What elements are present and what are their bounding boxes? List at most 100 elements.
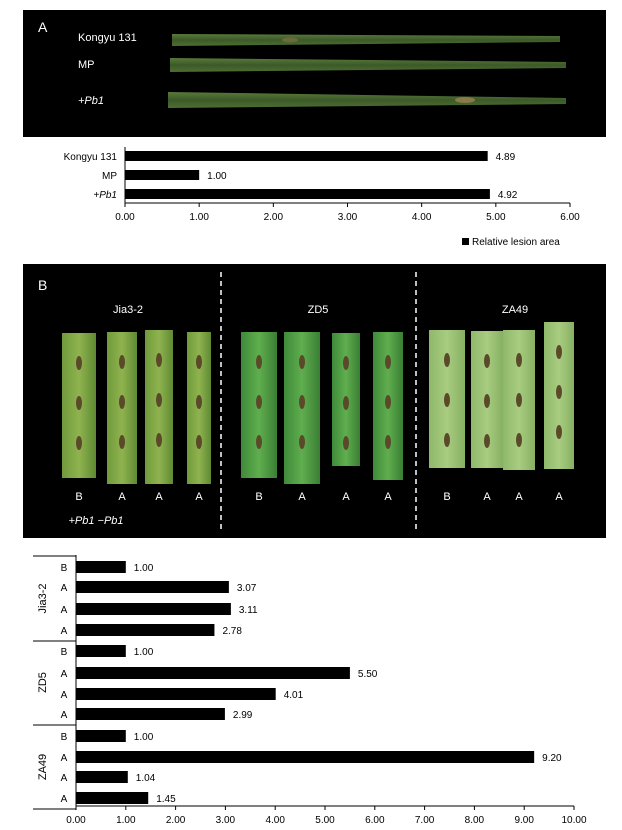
lesion-spot [76,436,82,450]
lesion-spot [455,97,475,103]
group-label: ZA49 [37,754,49,780]
bar [76,667,350,679]
category-label: A [61,669,68,680]
photo-label-mp: MP [78,59,95,71]
lesion-spot [256,355,262,369]
category-label: MP [102,171,117,182]
legend-label: Relative lesion area [472,237,560,248]
value-label: 4.01 [284,690,304,701]
category-label: B [61,647,68,658]
leaf-kongyu [172,34,560,46]
x-tick-label: 1.00 [189,212,209,223]
x-tick-label: 5.00 [315,815,335,826]
bar [76,624,215,636]
value-label: 9.20 [542,753,562,764]
leaf-label: A [195,491,203,503]
bar [76,581,229,593]
group-title-zd5: ZD5 [308,304,329,316]
legend-swatch [462,238,469,245]
x-tick-label: 6.00 [365,815,385,826]
bar [76,561,126,573]
lesion-spot [556,345,562,359]
panel-b-label: B [38,277,47,293]
lesion-spot [299,435,305,449]
lesion-spot [385,395,391,409]
value-label: 1.00 [207,171,227,182]
bar [76,645,126,657]
group-label: Jia3-2 [37,584,49,614]
x-tick-label: 7.00 [415,815,435,826]
chart-a: 0.00 1.00 2.00 3.00 4.00 5.00 6.00 Kongyu 131 4.… [64,147,580,248]
category-label: A [61,753,68,764]
group-title-jia3-2: Jia3-2 [113,304,143,316]
lesion-spot [119,355,125,369]
lesion-spot [343,436,349,450]
lesion-spot [385,355,391,369]
value-label: 4.92 [498,190,518,201]
x-tick-label: 8.00 [465,815,485,826]
lesion-spot [256,395,262,409]
category-label: A [61,794,68,805]
bar [76,751,535,763]
lesion-spot [516,393,522,407]
value-label: 1.04 [136,773,156,784]
lesion-spot [556,385,562,399]
x-tick-label: 4.00 [412,212,432,223]
x-tick-label: 5.00 [486,212,506,223]
value-label: 4.89 [496,152,516,163]
category-label: A [61,626,68,637]
lesion-spot [156,433,162,447]
category-label: A [61,583,68,594]
value-label: 5.50 [358,669,378,680]
leaf-label: A [555,491,563,503]
x-tick-label: 4.00 [265,815,285,826]
leaf-label: B [443,491,450,503]
value-label: 2.78 [222,626,242,637]
category-label: B [61,563,68,574]
photo-label-pb1: +Pb1 [78,95,104,107]
photo-label-kongyu: Kongyu 131 [78,32,137,44]
lesion-spot [444,433,450,447]
x-tick-label: 3.00 [338,212,358,223]
bar [76,771,128,783]
lesion-spot [76,356,82,370]
leaf-pb1 [168,92,566,108]
category-label: Kongyu 131 [64,152,118,163]
lesion-spot [76,396,82,410]
bar [125,170,200,180]
x-tick-label: 9.00 [514,815,534,826]
lesion-spot [343,356,349,370]
category-label: A [61,605,68,616]
leaf-label: A [298,491,306,503]
leaf-mp [170,58,566,72]
lesion-spot [516,433,522,447]
category-label: A [61,773,68,784]
panel-a-photo [23,10,606,137]
bar [125,151,488,161]
value-label: 3.07 [237,583,257,594]
x-tick-label: 2.00 [264,212,284,223]
leaf-label: B [255,491,262,503]
lesion-spot [299,355,305,369]
lesion-spot [119,395,125,409]
chart-b: 0.00 1.00 2.00 3.00 4.00 5.00 6.00 7.00 8.00 9.00… [33,555,587,826]
leaf-label: A [342,491,350,503]
x-tick-label: 0.00 [66,815,86,826]
bar [76,688,276,700]
bar [76,792,149,804]
lesion-spot [282,37,298,43]
lesion-spot [196,355,202,369]
bar [76,603,231,615]
lesion-spot [484,354,490,368]
value-label: 1.45 [156,794,176,805]
leaf-label: B [75,491,82,503]
x-tick-label: 6.00 [560,212,580,223]
lesion-spot [196,435,202,449]
x-tick-label: 0.00 [115,212,135,223]
lesion-spot [299,395,305,409]
lesion-spot [343,396,349,410]
lesion-spot [444,353,450,367]
lesion-spot [119,435,125,449]
